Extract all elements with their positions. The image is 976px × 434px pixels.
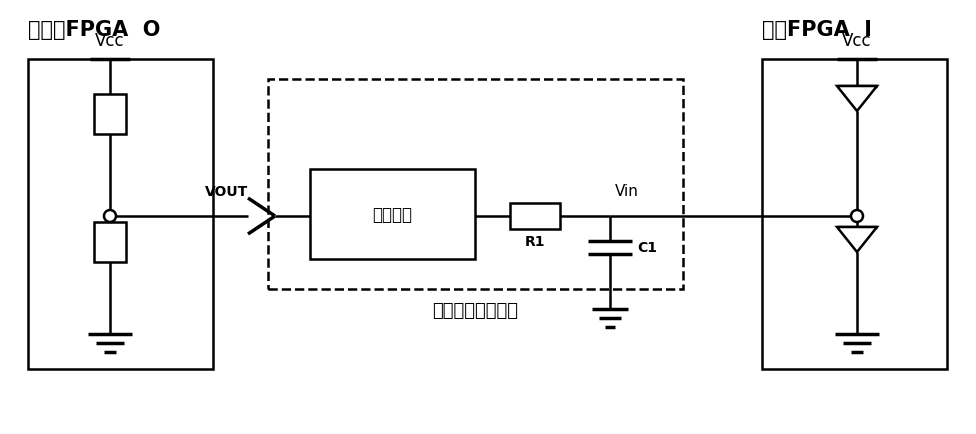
Text: Vin: Vin: [615, 184, 639, 198]
Text: 接口电路: 接口电路: [373, 206, 413, 224]
Polygon shape: [837, 87, 877, 112]
Text: VOUT: VOUT: [205, 184, 248, 198]
Circle shape: [851, 210, 863, 223]
Circle shape: [104, 210, 116, 223]
Text: 主控制FPGA  O: 主控制FPGA O: [28, 20, 160, 40]
Bar: [762, 60, 947, 369]
Text: 接口阻抗隔离电路: 接口阻抗隔离电路: [432, 301, 518, 319]
Bar: [310, 170, 475, 260]
Text: C1: C1: [637, 241, 657, 255]
Bar: [28, 60, 213, 369]
Bar: [94, 223, 126, 263]
Text: Vcc: Vcc: [842, 32, 872, 50]
Text: R1: R1: [525, 234, 546, 248]
Text: 被控FPGA  I: 被控FPGA I: [762, 20, 872, 40]
Bar: [510, 204, 560, 230]
Text: Vcc: Vcc: [96, 32, 125, 50]
Bar: [94, 95, 126, 135]
Polygon shape: [837, 227, 877, 253]
Bar: [268, 80, 683, 289]
